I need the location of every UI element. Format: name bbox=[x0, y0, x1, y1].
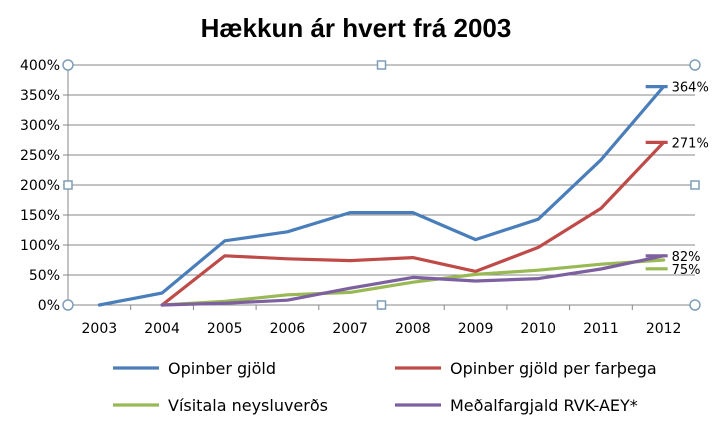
y-tick-label: 350% bbox=[20, 88, 60, 104]
resize-handle-edge[interactable] bbox=[376, 300, 387, 310]
x-tick-label: 2008 bbox=[395, 321, 431, 337]
resize-handle-corner[interactable] bbox=[62, 299, 74, 311]
legend-label: Meðalfargjald RVK-AEY* bbox=[450, 396, 638, 415]
series-line-opinber-gj-ld bbox=[97, 84, 666, 307]
y-axis-tick-labels: 0% 50% 100% 150% 200% 250% 300% 350% 400% bbox=[20, 58, 60, 314]
x-tick-label: 2012 bbox=[646, 321, 682, 337]
x-tick-label: 2007 bbox=[332, 321, 368, 337]
y-tick-label: 300% bbox=[20, 118, 60, 134]
series-line-opinber-gj-ld-per-far-ega bbox=[160, 140, 666, 307]
y-tick-label: 250% bbox=[20, 148, 60, 164]
y-tick-label: 150% bbox=[20, 208, 60, 224]
x-tick-label: 2011 bbox=[583, 321, 619, 337]
resize-handle-corner[interactable] bbox=[689, 59, 701, 71]
resize-handle-corner[interactable] bbox=[689, 299, 701, 311]
y-tick-label: 100% bbox=[20, 238, 60, 254]
x-tick-label: 2006 bbox=[270, 321, 306, 337]
legend-label: Opinber gjöld bbox=[168, 359, 276, 378]
series-line-me-alfargjald-rvk-aey bbox=[160, 254, 666, 307]
series-line-v-sitala-neysluver-s bbox=[160, 258, 666, 307]
x-tick-label: 2005 bbox=[207, 321, 243, 337]
gridlines bbox=[68, 64, 695, 276]
x-tick-label: 2010 bbox=[520, 321, 556, 337]
end-label: 75% bbox=[672, 263, 701, 278]
y-tick-label: 200% bbox=[20, 178, 60, 194]
end-labels: 364% 271% 75%82% bbox=[645, 81, 709, 278]
x-tick-label: 2009 bbox=[458, 321, 494, 337]
y-tick-label: 50% bbox=[29, 268, 60, 284]
resize-handle-edge[interactable] bbox=[63, 180, 73, 190]
legend: Opinber gjöld Opinber gjöld per farþega Ví… bbox=[113, 359, 657, 415]
resize-handle-edge[interactable] bbox=[690, 180, 700, 190]
legend-label: Opinber gjöld per farþega bbox=[450, 359, 657, 378]
x-tick-label: 2004 bbox=[144, 321, 180, 337]
selection-handles[interactable] bbox=[62, 59, 701, 311]
x-axis-tick-labels: 2003 2004 2005 2006 2007 2008 2009 2010 2011 2012 bbox=[82, 321, 682, 337]
y-tick-label: 0% bbox=[38, 298, 60, 314]
legend-label: Vísitala neysluverðs bbox=[168, 396, 328, 415]
resize-handle-edge[interactable] bbox=[376, 60, 387, 70]
y-tick-label: 400% bbox=[20, 58, 60, 74]
end-label: 364% bbox=[672, 81, 709, 96]
x-tick-label: 2003 bbox=[82, 321, 118, 337]
end-label: 82% bbox=[672, 250, 701, 265]
chart-title: Hækkun ár hvert frá 2003 bbox=[201, 13, 512, 43]
end-label: 271% bbox=[672, 136, 709, 151]
axes bbox=[63, 64, 696, 310]
series-lines bbox=[97, 84, 666, 307]
resize-handle-corner[interactable] bbox=[62, 59, 74, 71]
